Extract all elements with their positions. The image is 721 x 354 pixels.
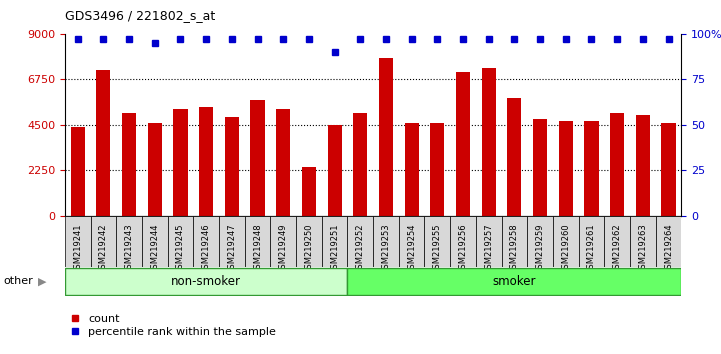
Text: GSM219263: GSM219263 <box>638 224 647 274</box>
Bar <box>559 121 572 216</box>
Text: GSM219244: GSM219244 <box>150 224 159 274</box>
Text: GSM219245: GSM219245 <box>176 224 185 274</box>
Text: smoker: smoker <box>492 275 536 288</box>
Text: GSM219253: GSM219253 <box>381 224 391 274</box>
Bar <box>174 109 187 216</box>
Bar <box>636 115 650 216</box>
Text: GSM219249: GSM219249 <box>279 224 288 274</box>
Text: GSM219259: GSM219259 <box>536 224 544 274</box>
Bar <box>327 125 342 216</box>
Bar <box>655 216 681 267</box>
Text: GSM219252: GSM219252 <box>355 224 365 274</box>
Text: GSM219255: GSM219255 <box>433 224 442 274</box>
Bar <box>476 216 502 267</box>
Legend: count, percentile rank within the sample: count, percentile rank within the sample <box>71 314 276 337</box>
Bar <box>122 113 136 216</box>
Bar <box>604 216 630 267</box>
Text: GSM219246: GSM219246 <box>202 224 211 274</box>
Text: GSM219254: GSM219254 <box>407 224 416 274</box>
Bar <box>250 101 265 216</box>
Bar <box>116 216 142 267</box>
Bar <box>508 98 521 216</box>
Bar <box>244 216 270 267</box>
Bar <box>199 107 213 216</box>
Bar <box>399 216 425 267</box>
Bar <box>379 58 393 216</box>
Text: GSM219264: GSM219264 <box>664 224 673 274</box>
Bar <box>425 216 450 267</box>
Text: GSM219260: GSM219260 <box>561 224 570 274</box>
Bar <box>270 216 296 267</box>
Text: GSM219257: GSM219257 <box>485 224 493 274</box>
Text: GSM219248: GSM219248 <box>253 224 262 274</box>
Text: GSM219262: GSM219262 <box>613 224 622 274</box>
Bar <box>91 216 116 267</box>
Bar <box>482 68 496 216</box>
Bar <box>193 216 219 267</box>
Bar <box>353 113 367 216</box>
Text: GSM219247: GSM219247 <box>227 224 236 274</box>
Text: non-smoker: non-smoker <box>171 275 241 288</box>
Text: GSM219250: GSM219250 <box>304 224 314 274</box>
Text: GDS3496 / 221802_s_at: GDS3496 / 221802_s_at <box>65 9 215 22</box>
Bar <box>450 216 476 267</box>
Bar <box>65 216 91 267</box>
Text: GSM219251: GSM219251 <box>330 224 339 274</box>
Text: GSM219241: GSM219241 <box>74 224 82 274</box>
Bar <box>661 123 676 216</box>
Text: other: other <box>4 276 33 286</box>
Bar <box>71 127 85 216</box>
Bar <box>630 216 655 267</box>
Bar <box>97 70 110 216</box>
Text: GSM219256: GSM219256 <box>459 224 467 274</box>
Bar <box>430 123 444 216</box>
Bar <box>348 268 681 295</box>
Bar <box>148 123 162 216</box>
Bar <box>610 113 624 216</box>
Text: GSM219243: GSM219243 <box>125 224 133 274</box>
Bar <box>527 216 553 267</box>
Bar <box>585 121 598 216</box>
Bar <box>502 216 527 267</box>
Text: GSM219242: GSM219242 <box>99 224 108 274</box>
Bar <box>167 216 193 267</box>
Text: GSM219261: GSM219261 <box>587 224 596 274</box>
Bar <box>65 268 348 295</box>
Bar <box>553 216 578 267</box>
Text: ▶: ▶ <box>37 276 46 286</box>
Bar <box>533 119 547 216</box>
Bar <box>276 109 291 216</box>
Bar <box>225 117 239 216</box>
Text: GSM219258: GSM219258 <box>510 224 519 274</box>
Bar <box>219 216 244 267</box>
Bar <box>578 216 604 267</box>
Bar <box>322 216 348 267</box>
Bar <box>348 216 373 267</box>
Bar <box>302 167 316 216</box>
Bar <box>296 216 322 267</box>
Bar <box>456 72 470 216</box>
Bar <box>373 216 399 267</box>
Bar <box>404 123 419 216</box>
Bar <box>142 216 167 267</box>
